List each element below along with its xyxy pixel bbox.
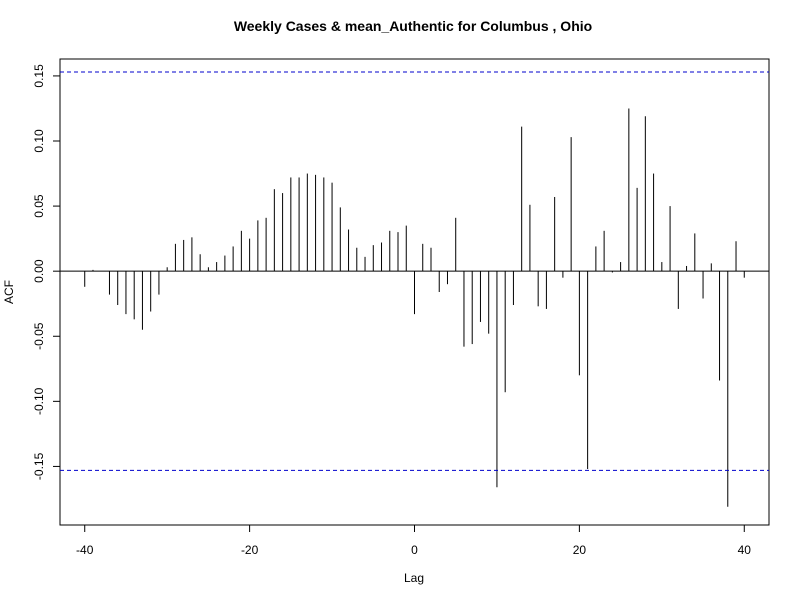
y-tick-label: 0.00 <box>32 259 46 283</box>
y-tick-label: -0.15 <box>32 452 46 480</box>
x-axis: -40 -20 0 20 40 <box>76 524 752 557</box>
x-tick-label: -20 <box>241 543 259 557</box>
x-tick-label: 20 <box>573 543 587 557</box>
y-tick-label: 0.05 <box>32 194 46 218</box>
y-tick-label: -0.10 <box>32 387 46 415</box>
bars-layer <box>84 108 745 507</box>
y-tick-label: 0.10 <box>32 129 46 153</box>
y-axis-label: ACF <box>2 280 16 304</box>
x-tick-label: 40 <box>738 543 752 557</box>
chart-title: Weekly Cases & mean_Authentic for Columb… <box>234 18 592 34</box>
x-tick-label: -40 <box>76 543 94 557</box>
x-tick-label: 0 <box>411 543 418 557</box>
y-tick-label: 0.15 <box>32 64 46 88</box>
y-tick-label: -0.05 <box>32 322 46 350</box>
x-axis-label: Lag <box>404 571 424 585</box>
y-axis: -0.15 -0.10 -0.05 0.00 0.05 0.10 0.15 <box>32 64 61 480</box>
